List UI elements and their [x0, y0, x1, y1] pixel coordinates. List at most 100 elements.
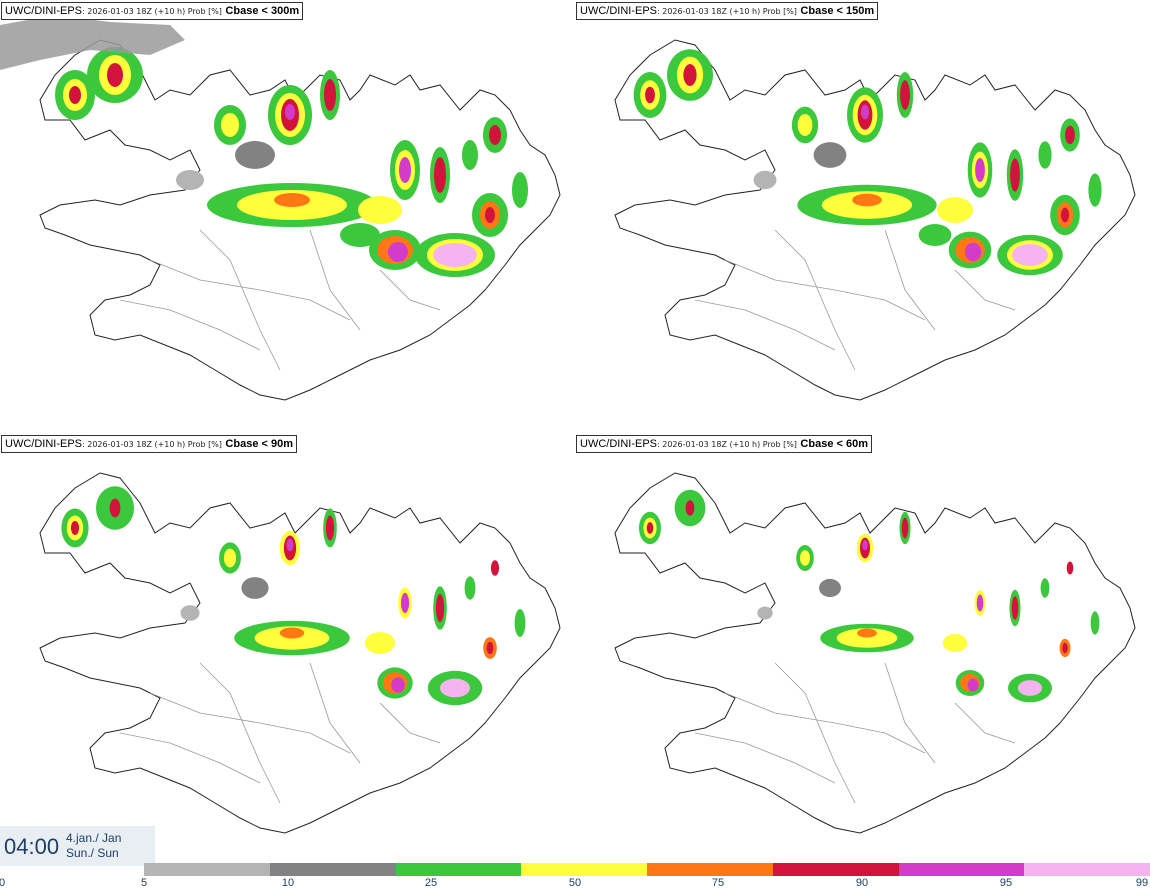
- probability-area: [1090, 611, 1100, 635]
- probability-area: [70, 521, 80, 535]
- region-boundary: [199, 662, 281, 804]
- probability-area: [512, 172, 528, 208]
- probability-area: [274, 193, 310, 207]
- probability-area: [365, 632, 395, 654]
- region-boundary: [724, 259, 926, 321]
- panel-title: UWC/DINI-EPS: 2026-01-03 18Z (+10 h) Pro…: [576, 2, 879, 20]
- probability-area: [435, 594, 445, 622]
- probability-area: [464, 576, 476, 600]
- probability-area: [285, 104, 295, 120]
- probability-area: [235, 141, 275, 169]
- colorbar-tick-label: 99: [1135, 877, 1149, 889]
- map-panel-cbase-300m: UWC/DINI-EPS: 2026-01-03 18Z (+10 h) Pro…: [0, 0, 575, 430]
- colorbar-tick-label: 90: [855, 877, 869, 889]
- probability-area: [857, 628, 877, 638]
- valid-date-line2: Sun./ Sun: [66, 846, 119, 860]
- colorbar-segment: [144, 863, 270, 876]
- iceland-coastline: [614, 472, 1136, 834]
- probability-area: [180, 605, 200, 621]
- region-boundary: [379, 702, 441, 744]
- probability-area: [279, 627, 305, 639]
- probability-area: [223, 548, 237, 568]
- region-boundary: [309, 662, 361, 764]
- panel-title: UWC/DINI-EPS: 2026-01-03 18Z (+10 h) Pro…: [576, 435, 872, 453]
- region-boundary: [724, 692, 926, 754]
- region-boundary: [149, 259, 351, 321]
- colorbar-tick-label: 5: [140, 877, 148, 889]
- probability-area: [1088, 173, 1102, 207]
- probability-area: [221, 113, 239, 137]
- probability-area: [399, 157, 411, 183]
- probability-area: [388, 242, 408, 262]
- probability-area: [942, 633, 968, 653]
- probability-area: [486, 641, 494, 655]
- region-boundary: [884, 229, 936, 331]
- iceland-map-300m: [0, 15, 561, 401]
- valid-date-line1: 4.jan./ Jan: [66, 831, 122, 845]
- valid-time-box: 04:00 4.jan./ Jan Sun./ Sun: [0, 826, 155, 866]
- probability-area: [975, 158, 985, 182]
- probability-area: [1017, 680, 1043, 696]
- colorbar-tick-label: 10: [281, 877, 295, 889]
- valid-time: 04:00: [4, 834, 60, 859]
- probability-area: [753, 170, 777, 190]
- probability-area: [1062, 642, 1068, 654]
- probability-area: [434, 157, 446, 193]
- probability-area: [325, 515, 335, 541]
- region-boundary: [119, 732, 261, 784]
- region-boundary: [954, 702, 1016, 744]
- region-boundary: [954, 269, 1016, 311]
- probability-area: [645, 86, 655, 104]
- colorbar-segment: [395, 863, 522, 876]
- probability-area: [1012, 244, 1048, 266]
- iceland-map-60m: [614, 472, 1136, 834]
- region-boundary: [309, 229, 361, 331]
- probability-area: [241, 577, 269, 599]
- colorbar-segment: [898, 863, 1025, 876]
- probability-area: [757, 606, 773, 620]
- probability-area: [900, 80, 910, 110]
- region-boundary: [119, 299, 261, 351]
- probability-area: [340, 223, 380, 247]
- colorbar-tick-label: 25: [424, 877, 438, 889]
- probability-area: [860, 104, 870, 120]
- probability-area: [862, 539, 868, 551]
- probability-area: [440, 678, 470, 698]
- probability-area: [489, 125, 501, 145]
- probability-area: [358, 196, 402, 224]
- probability-area: [901, 517, 909, 539]
- probability-area: [1011, 596, 1019, 620]
- probability-area: [819, 578, 841, 598]
- colorbar-tick-label: 0: [0, 877, 6, 889]
- probability-area: [1066, 561, 1074, 575]
- map-panel-cbase-150m: UWC/DINI-EPS: 2026-01-03 18Z (+10 h) Pro…: [575, 0, 1150, 430]
- panel-title: UWC/DINI-EPS: 2026-01-03 18Z (+10 h) Pro…: [1, 435, 297, 453]
- colorbar-segment: [269, 863, 396, 876]
- probability-area: [976, 594, 984, 612]
- probability-area: [967, 678, 979, 692]
- probability-area: [107, 63, 123, 87]
- colorbar-tick-label: 75: [711, 877, 725, 889]
- panel-title: UWC/DINI-EPS: 2026-01-03 18Z (+10 h) Pro…: [1, 2, 304, 20]
- probability-area: [1040, 578, 1050, 598]
- probability-area: [433, 243, 477, 267]
- probability-area: [937, 197, 973, 223]
- region-boundary: [149, 692, 351, 754]
- probability-area: [836, 628, 898, 648]
- probability-area: [391, 677, 405, 693]
- colorbar-tick-label: 95: [999, 877, 1013, 889]
- probability-area: [800, 550, 810, 566]
- region-boundary: [379, 269, 441, 311]
- probability-area: [852, 193, 882, 207]
- region-boundary: [199, 229, 281, 371]
- probability-area: [514, 609, 526, 637]
- probability-area: [646, 522, 654, 534]
- iceland-map-90m: [39, 472, 561, 834]
- probability-area: [324, 79, 336, 111]
- probability-area: [286, 538, 294, 552]
- probability-area: [685, 500, 695, 516]
- region-boundary: [694, 732, 836, 784]
- probability-area: [683, 64, 697, 86]
- region-boundary: [694, 299, 836, 351]
- probability-colorbar: [144, 863, 1150, 876]
